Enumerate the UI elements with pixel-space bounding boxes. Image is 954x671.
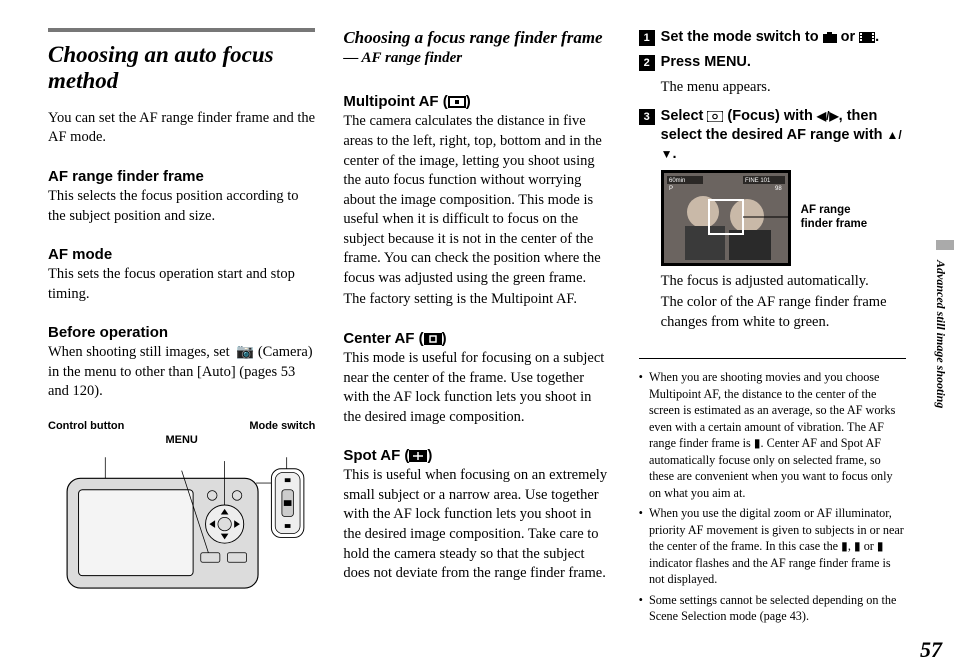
spot-heading: Spot AF () [343, 447, 610, 464]
camera-diagram [48, 446, 315, 606]
svg-text:60min: 60min [669, 178, 685, 184]
page-number: 57 [920, 637, 942, 663]
column-2: Choosing a focus range finder frame — AF… [343, 28, 610, 648]
divider [639, 358, 906, 359]
label-control-button: Control button [48, 420, 124, 432]
af-body-1: The focus is adjusted automatically. [661, 272, 906, 292]
step-3-title: Select (Focus) with ◀/▶, then select the… [661, 107, 906, 164]
svg-text:FINE 101: FINE 101 [745, 178, 771, 184]
note-2: When you use the digital zoom or AF illu… [639, 505, 906, 587]
diagram-top-labels: Control button Mode switch [48, 420, 315, 432]
center-heading: Center AF () [343, 330, 610, 347]
multipoint-body-1: The camera calculates the distance in fi… [343, 112, 610, 288]
camera-icon [823, 32, 837, 43]
af-photo-row: 60min FINE 101 98 P AF range finder fram… [661, 170, 906, 266]
section-af-mode-heading: AF mode [48, 246, 315, 263]
svg-text:P: P [669, 186, 673, 192]
step-3-num: 3 [639, 109, 655, 125]
step-2: 2 Press MENU. [639, 53, 906, 72]
intro-text: You can set the AF range finder frame an… [48, 109, 315, 148]
movie-icon [859, 32, 875, 43]
spot-af-icon [409, 450, 427, 462]
step-2-body: The menu appears. [661, 78, 906, 98]
af-frame-label: AF range finder frame [801, 204, 871, 232]
note-3: Some settings cannot be selected dependi… [639, 592, 906, 625]
subsection-title: Choosing a focus range finder frame [343, 28, 610, 48]
step-2-num: 2 [639, 55, 655, 71]
side-tab: Advanced still image shooting [924, 240, 954, 430]
step-1: 1 Set the mode switch to or . [639, 28, 906, 47]
subsection-dash: — AF range finder [343, 50, 610, 67]
column-3: 1 Set the mode switch to or . 2 Press ME… [639, 28, 906, 648]
left-right-arrows: ◀/▶ [817, 109, 839, 123]
step-2-title: Press MENU. [661, 53, 751, 72]
focus-icon [707, 111, 723, 122]
step-1-title: Set the mode switch to or . [661, 28, 880, 47]
spot-body: This is useful when focusing on an extre… [343, 466, 610, 583]
center-body: This mode is useful for focusing on a su… [343, 349, 610, 427]
step-3: 3 Select (Focus) with ◀/▶, then select t… [639, 107, 906, 164]
heading-rule [48, 28, 315, 32]
notes-list: When you are shooting movies and you cho… [639, 369, 906, 628]
af-body-2: The color of the AF range finder frame c… [661, 293, 906, 332]
step-1-num: 1 [639, 30, 655, 46]
main-title: Choosing an auto focus method [48, 42, 315, 95]
multipoint-body-2: The factory setting is the Multipoint AF… [343, 290, 610, 310]
sample-photo: 60min FINE 101 98 P [661, 170, 791, 266]
label-menu: MENU [48, 434, 315, 446]
multipoint-heading: Multipoint AF () [343, 93, 610, 110]
svg-text:98: 98 [775, 186, 782, 192]
column-1: Choosing an auto focus method You can se… [48, 28, 315, 648]
side-tab-text: Advanced still image shooting [933, 260, 948, 408]
section-before-body: When shooting still images, set 📷 (Camer… [48, 343, 315, 402]
note-1: When you are shooting movies and you cho… [639, 369, 906, 501]
section-before-heading: Before operation [48, 324, 315, 341]
center-af-icon [424, 333, 442, 345]
multipoint-icon [448, 96, 466, 108]
side-tab-bar [936, 240, 954, 250]
section-af-range-body: This selects the focus position accordin… [48, 187, 315, 226]
section-af-range-heading: AF range finder frame [48, 168, 315, 185]
label-mode-switch: Mode switch [249, 420, 315, 432]
section-af-mode-body: This sets the focus operation start and … [48, 265, 315, 304]
